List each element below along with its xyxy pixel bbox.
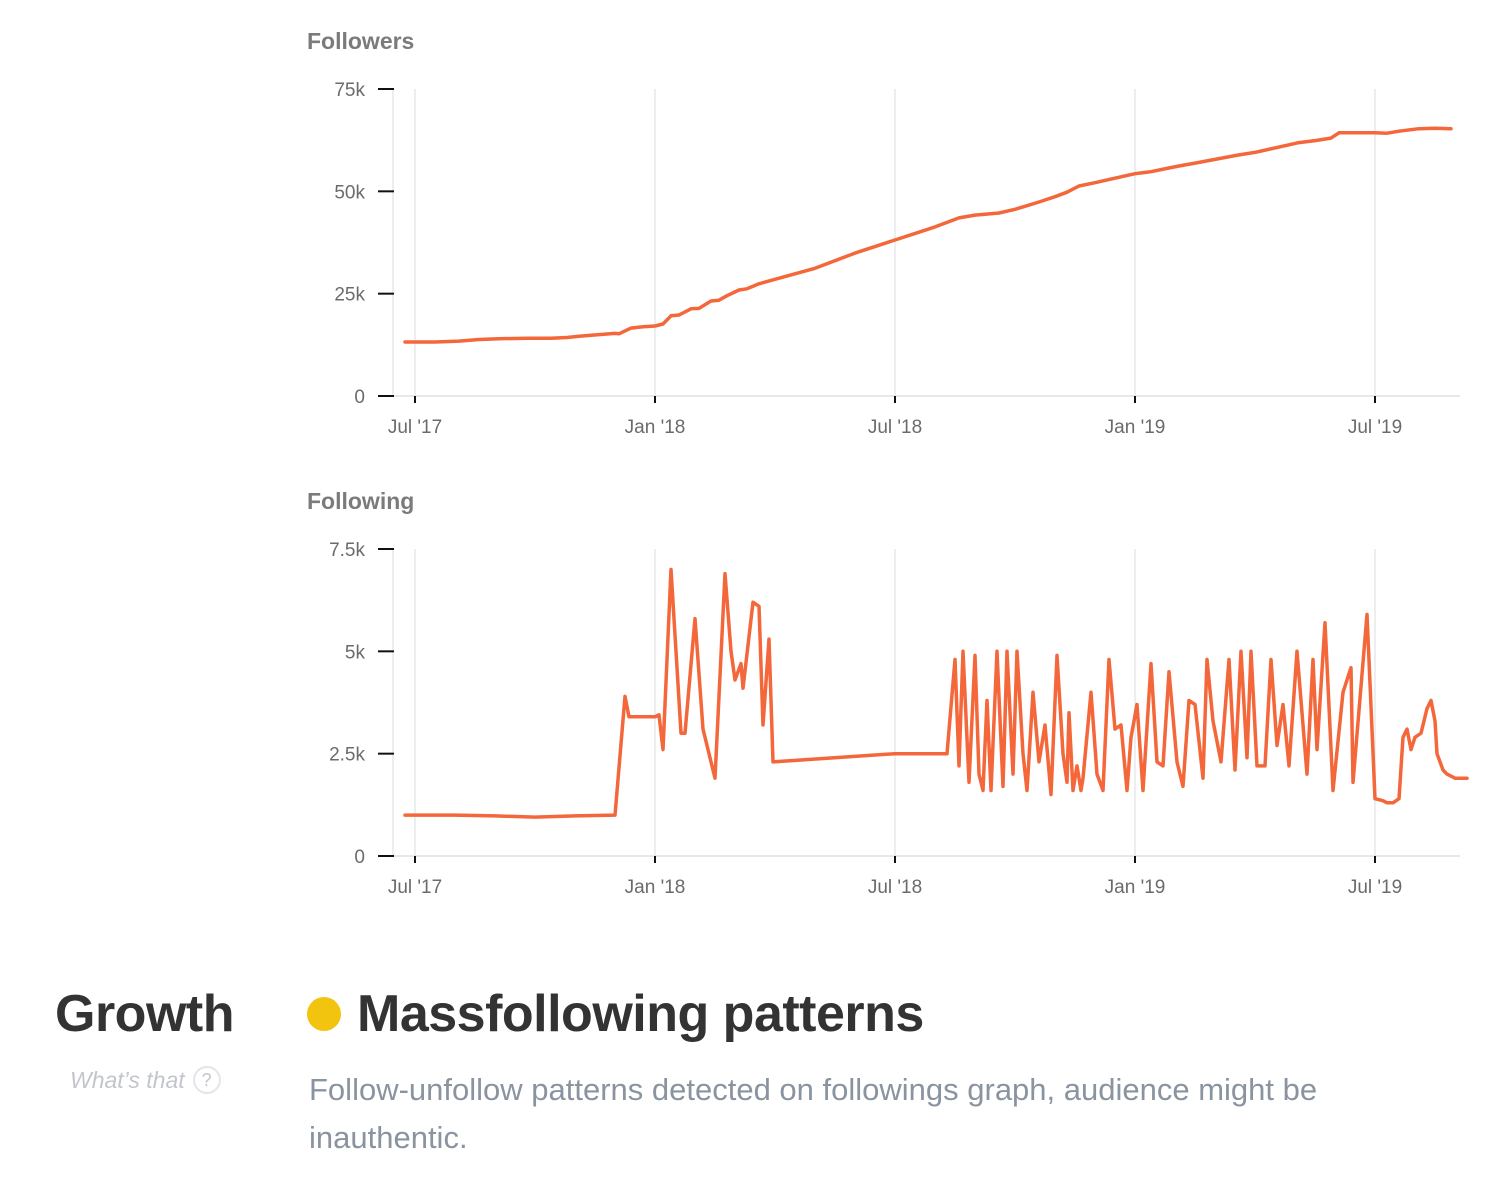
x-tick-label: Jan '18	[625, 877, 686, 898]
question-circle-icon[interactable]: ?	[192, 1066, 221, 1094]
x-tick-label: Jul '17	[388, 877, 442, 898]
status-dot-icon	[307, 997, 341, 1031]
status-heading-row: Massfollowing patterns	[307, 984, 924, 1044]
whats-that-label: What’s that	[70, 1066, 185, 1093]
x-tick-label: Jul '18	[868, 417, 922, 438]
followers-chart: Followers 0 25k 50k 75k Jul '17 Jan '18 Jul '1…	[0, 0, 1499, 450]
x-tick-label: Jul '17	[388, 417, 442, 438]
x-tick-label: Jan '19	[1105, 417, 1166, 438]
status-description: Follow-unfollow patterns detected on fol…	[309, 1072, 1318, 1155]
x-tick-label: Jul '19	[1348, 417, 1402, 438]
series-line-followers	[403, 126, 1453, 344]
following-chart-title: Following	[307, 488, 415, 514]
x-tick-label: Jul '19	[1348, 877, 1402, 898]
x-tick-label: Jul '18	[868, 877, 922, 898]
y-tick-label: 0	[354, 387, 365, 408]
whats-that-link[interactable]: What’s that ?	[70, 1066, 221, 1094]
growth-heading: Growth	[55, 985, 234, 1043]
x-tick-label: Jan '18	[625, 417, 686, 438]
y-tick-label: 2.5k	[329, 745, 365, 766]
y-tick-label: 50k	[334, 182, 365, 203]
status-title: Massfollowing patterns	[357, 985, 924, 1043]
y-tick-label: 75k	[334, 80, 365, 101]
x-tick-label: Jan '19	[1105, 877, 1166, 898]
y-tick-label: 25k	[334, 285, 365, 306]
y-tick-label: 0	[354, 847, 365, 868]
series-line-following	[403, 567, 1469, 819]
followers-chart-title: Followers	[307, 28, 415, 54]
y-tick-label: 5k	[345, 642, 366, 663]
following-chart: Following 0 2.5k 5k 7.5k Jul '17 Jan '18 Jul '…	[0, 460, 1499, 910]
y-tick-label: 7.5k	[329, 540, 365, 561]
following-chart-svg: 0 2.5k 5k 7.5k Jul '17 Jan '18 Jul '18 Jan '19 J…	[329, 540, 1469, 898]
followers-chart-svg: 0 25k 50k 75k Jul '17 Jan '18 Jul '18 Jan '19 Ju…	[334, 80, 1460, 438]
